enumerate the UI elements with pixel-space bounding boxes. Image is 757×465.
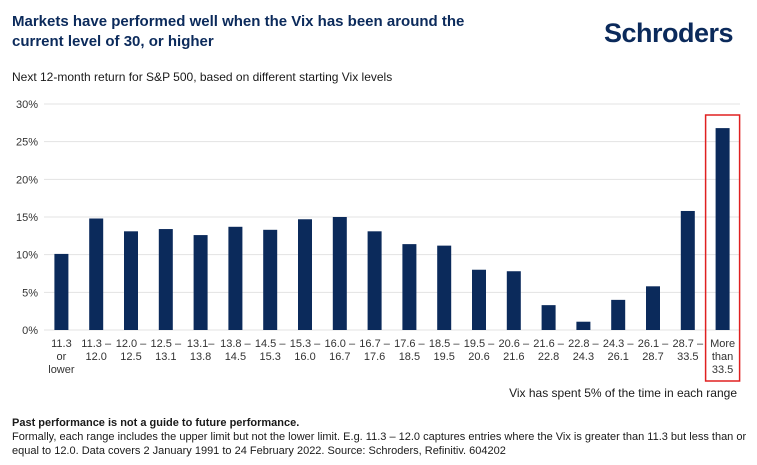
x-tick-label: 13.1– [187,338,215,350]
x-tick-label: than [712,351,733,363]
x-tick-label: 22.8 [538,351,559,363]
x-tick-label: 12.5 [120,351,141,363]
x-tick-label: 17.6 – [394,338,425,350]
bar [680,210,695,330]
bar [228,226,243,330]
x-tick-label: 18.5 – [429,338,460,350]
bar [89,218,104,330]
x-tick-label: 17.6 [364,351,385,363]
disclaimer: Past performance is not a guide to futur… [12,417,300,429]
bar [402,244,417,330]
bar [506,271,521,330]
x-tick-label: 12.5 – [151,338,182,350]
x-tick-label: 16.0 – [325,338,356,350]
x-tick-label: 14.5 [225,351,246,363]
x-tick-label: 11.3 – [81,338,112,350]
x-tick-label: or [57,351,67,363]
y-tick-label: 15% [16,212,38,224]
x-tick-label: 16.0 [294,351,315,363]
x-tick-label: 33.5 [712,364,733,376]
x-tick-label: 21.6 [503,351,524,363]
x-tick-label: 33.5 [677,351,698,363]
x-tick-label: 13.1 [155,351,176,363]
x-tick-label: 13.8 [190,351,211,363]
bar [124,231,138,330]
highlight-box [704,114,741,382]
x-tick-label: 12.0 [85,351,106,363]
y-tick-label: 30% [16,99,38,111]
bar [576,321,591,330]
bar [263,229,278,330]
chart-subtitle: Next 12-month return for S&P 500, based … [12,70,393,84]
x-tick-label: More [710,338,735,350]
x-tick-label: 11.3 [51,338,72,350]
x-tick-label: 14.5 – [255,338,286,350]
y-tick-label: 10% [16,250,38,262]
bar [646,286,660,330]
x-tick-label: 24.3 [573,351,594,363]
x-tick-label: 16.7 [329,351,350,363]
y-tick-label: 5% [22,287,38,299]
page-title: Markets have performed well when the Vix… [12,13,465,50]
x-tick-label: 16.7 – [359,338,390,350]
footer: Past performance is not a guide to futur… [12,416,747,458]
bar [158,229,173,330]
x-tick-label: 28.7 – [673,338,704,350]
y-tick-label: 0% [22,325,38,337]
x-tick-label: lower [48,364,75,376]
x-tick-label: 13.8 – [220,338,251,350]
x-tick-label: 21.6 – [533,338,564,350]
bar [298,219,312,330]
x-tick-label: 15.3 [259,351,280,363]
bar [332,217,347,330]
y-tick-label: 20% [16,174,38,186]
schroders-logo: Schroders [604,18,734,48]
footnote: Formally, each range includes the upper … [12,431,747,457]
x-tick-label: 20.6 – [499,338,530,350]
x-tick-label: 24.3 – [603,338,634,350]
bar [541,305,556,330]
bar [715,128,730,330]
x-tick-label: 18.5 [399,351,420,363]
bar [611,299,626,330]
x-tick-label: 28.7 [642,351,663,363]
bar [472,269,486,330]
x-tick-label: 20.6 [468,351,489,363]
bar [193,235,208,330]
x-tick-label: 19.5 – [464,338,495,350]
x-tick-label: 15.3 – [290,338,321,350]
x-tick-label: 12.0 – [116,338,147,350]
y-tick-label: 25% [16,137,38,149]
x-tick-label: 26.1 – [638,338,669,350]
x-tick-label: 26.1 [607,351,628,363]
bar [367,231,382,330]
bar [437,245,452,330]
x-tick-label: 22.8 – [568,338,599,350]
bar [54,253,69,330]
chart-annotation: Vix has spent 5% of the time in each ran… [509,386,737,400]
x-tick-label: 19.5 [433,351,454,363]
